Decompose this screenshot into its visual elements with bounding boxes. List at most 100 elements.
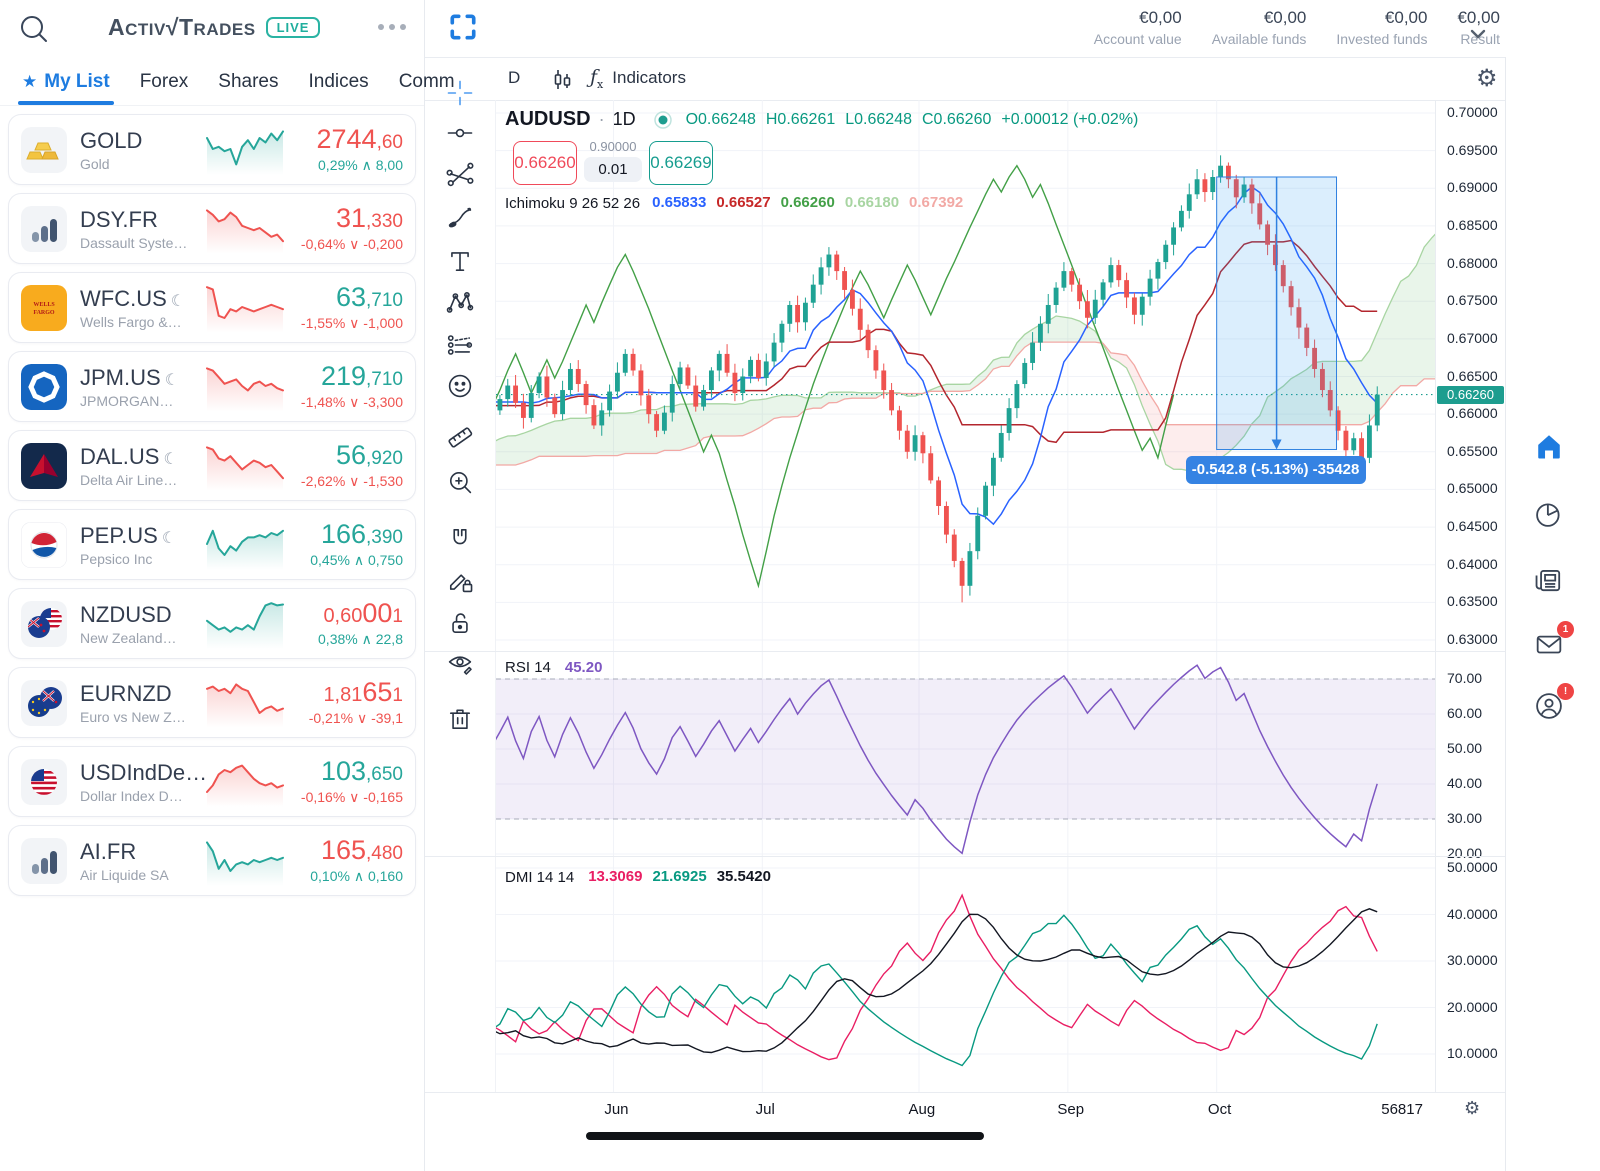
home-indicator[interactable]: [586, 1132, 984, 1140]
invested-funds: €0,00 Invested funds: [1336, 8, 1428, 47]
instrument-quote: 165,480 0,10% ∧ 0,160: [310, 836, 403, 885]
watchlist-item-pepus[interactable]: PEP.US ☾ Pepsico Inc 166,390 0,45% ∧ 0,750: [8, 509, 416, 580]
rsi-panel[interactable]: [496, 651, 1436, 856]
axis-tick-label: 40.0000: [1447, 905, 1498, 922]
tab-shares[interactable]: Shares: [218, 71, 279, 92]
order-ticket: 0.66260 0.90000 0.01 0.66269: [513, 139, 713, 185]
sparkline: [206, 601, 284, 649]
watchlist-item-usdindde[interactable]: USDIndDe… Dollar Index D… 103,650 -0,16% ∨ …: [8, 746, 416, 817]
timeframe-button[interactable]: D: [508, 68, 521, 87]
profile-icon[interactable]: !: [1532, 683, 1574, 723]
lock-tool-icon[interactable]: [445, 608, 475, 638]
instrument-symbol: DSY.FR: [80, 206, 158, 232]
chart-plot-area[interactable]: [495, 100, 1436, 1092]
watchlist-item-aifr[interactable]: AI.FR Air Liquide SA 165,480 0,10% ∧ 0,160: [8, 825, 416, 896]
magnet-tool-icon[interactable]: [445, 524, 475, 554]
instrument-logo-icon: [21, 126, 67, 173]
axis-tick-label: 0.63500: [1447, 593, 1498, 610]
instrument-quote: 63,710 -1,55% ∨ -1,000: [301, 283, 403, 332]
instrument-logo-icon: [21, 837, 67, 884]
tab-indices[interactable]: Indices: [308, 71, 369, 92]
fullscreen-icon[interactable]: [448, 12, 478, 42]
axis-tick-label: 0.68000: [1447, 254, 1498, 271]
crosshair-tool-icon[interactable]: [445, 78, 475, 108]
instrument-meta: JPM.US ☾ JPMORGAN…: [80, 365, 205, 409]
instrument-logo-icon: [21, 521, 67, 568]
trendline-tool-icon[interactable]: [445, 118, 475, 148]
instrument-symbol: AI.FR: [80, 838, 137, 864]
emoji-tool-icon[interactable]: [445, 371, 475, 401]
tab-comm[interactable]: Comm: [398, 71, 455, 92]
instrument-meta: AI.FR Air Liquide SA: [80, 839, 205, 883]
time-axis-gear-icon[interactable]: ⚙: [1464, 1098, 1481, 1118]
instrument-logo-icon: [21, 600, 67, 647]
drawing-mode-tool-icon[interactable]: [445, 566, 475, 596]
search-icon[interactable]: [16, 12, 52, 48]
instrument-change: -0,16% ∨ -0,165: [300, 788, 403, 805]
main-chart[interactable]: [496, 100, 1436, 651]
watchlist: GOLD Gold 2744,60 0,29% ∧ 8,00 DSY.FR Dassaul…: [0, 106, 424, 896]
watchlist-item-gold[interactable]: GOLD Gold 2744,60 0,29% ∧ 8,00: [8, 114, 416, 185]
axis-tick-label: 70.00: [1447, 670, 1483, 686]
sparkline: [206, 764, 284, 807]
trash-tool-icon[interactable]: [445, 704, 475, 734]
indicators-button[interactable]: ƒx Indicators: [590, 66, 686, 91]
tab-forex[interactable]: Forex: [139, 71, 189, 92]
time-axis-month-label: Sep: [1057, 1101, 1085, 1118]
axis-tick-label: 0.65000: [1447, 480, 1498, 497]
news-icon[interactable]: [1532, 563, 1566, 597]
panel-separator: [425, 856, 1505, 857]
instrument-logo-icon: [21, 442, 67, 489]
result: €0,00 Result: [1457, 8, 1500, 47]
sparkline: [206, 366, 284, 412]
watchlist-item-jpmus[interactable]: JPM.US ☾ JPMORGAN… 219,710 -1,48% ∨ -3,300: [8, 351, 416, 422]
instrument-meta: NZDUSD New Zealand…: [80, 602, 205, 646]
text-tool-icon[interactable]: [445, 246, 475, 276]
axis-tick-label: 0.66500: [1447, 367, 1498, 384]
chart-style-icon[interactable]: [548, 66, 576, 94]
fib-tool-icon[interactable]: [445, 160, 475, 190]
axis-tick-label: 50.0000: [1447, 859, 1498, 875]
ruler-tool-icon[interactable]: [445, 422, 475, 452]
market-closed-moon-icon: ☾: [161, 529, 177, 547]
instrument-name: Air Liquide SA: [80, 866, 169, 883]
instrument-price: 31,330: [335, 202, 403, 233]
watchlist-item-dalus[interactable]: DAL.US ☾ Delta Air Line… 56,920 -2,62% ∨ -1,…: [8, 430, 416, 501]
zoom-tool-icon[interactable]: [445, 467, 475, 497]
instrument-name: Dassault Syste…: [80, 234, 188, 251]
forecast-tool-icon[interactable]: [445, 330, 475, 360]
right-navigation-rail: 1!: [1505, 57, 1600, 1171]
watchlist-header: ACTIV√TRADES LIVE: [0, 0, 424, 60]
mail-icon[interactable]: 1: [1532, 621, 1574, 661]
instrument-logo-icon: [21, 758, 67, 805]
logo-text: ACTIV√TRADES: [108, 14, 256, 40]
dmi-panel[interactable]: [496, 856, 1436, 1092]
watchlist-item-dsyfr[interactable]: DSY.FR Dassault Syste… 31,330 -0,64% ∨ -0,2…: [8, 193, 416, 264]
watchlist-item-wfcus[interactable]: WELLS FARGO WFC.US ☾ Wells Fargo &… 63,710 -1,…: [8, 272, 416, 343]
watchlist-item-eurnzd[interactable]: EURNZD Euro vs New Z… 1,81651 -0,21% ∨ -39,…: [8, 667, 416, 738]
bar-count-label: 56817: [1381, 1101, 1423, 1118]
buy-button[interactable]: 0.66269: [649, 141, 713, 185]
overflow-menu-icon[interactable]: [378, 24, 406, 30]
tab-my-list[interactable]: ★ My List: [18, 71, 114, 105]
sell-button[interactable]: 0.66260: [513, 141, 577, 185]
portfolio-icon[interactable]: [1532, 497, 1566, 531]
fx-icon: ƒx: [590, 66, 604, 91]
sparkline: [206, 445, 284, 491]
lot-size-input[interactable]: 0.01: [584, 157, 642, 182]
brush-tool-icon[interactable]: [445, 202, 475, 232]
sparkline: [206, 529, 284, 570]
instrument-name: Euro vs New Z…: [80, 708, 186, 725]
home-icon[interactable]: [1532, 429, 1566, 463]
instrument-price: 166,390: [320, 518, 403, 549]
axis-tick-label: 0.68500: [1447, 216, 1498, 233]
chart-settings-gear-icon[interactable]: ⚙: [1476, 65, 1498, 92]
chevron-down-icon[interactable]: [1466, 22, 1490, 46]
current-price-tag: 0.66260: [1437, 385, 1504, 404]
instrument-name: Dollar Index D…: [80, 787, 183, 804]
xabcd-tool-icon[interactable]: [445, 288, 475, 318]
watchlist-item-nzdusd[interactable]: NZDUSD New Zealand… 0,60001 0,38% ∧ 22,8: [8, 588, 416, 659]
instrument-symbol: JPM.US ☾: [80, 364, 180, 390]
hide-drawings-tool-icon[interactable]: [445, 648, 475, 678]
instrument-price: 219,710: [320, 360, 403, 391]
